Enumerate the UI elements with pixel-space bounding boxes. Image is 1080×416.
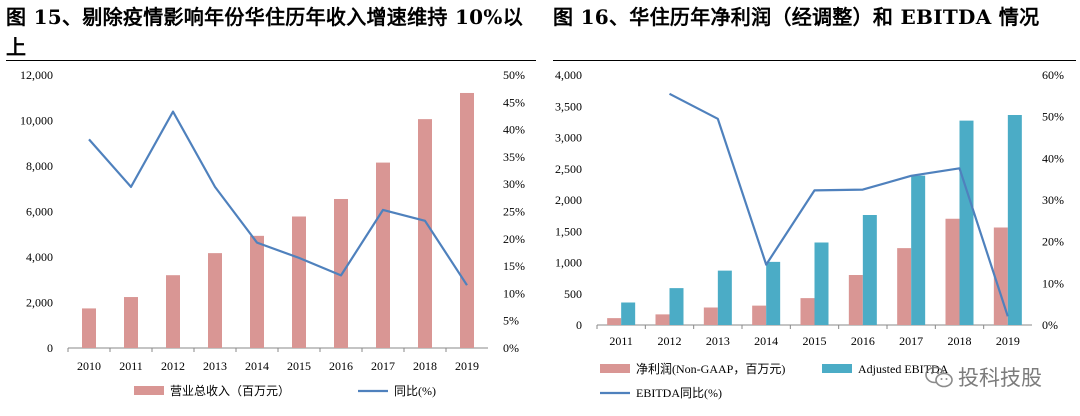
x-axis-tick-label: 2016 (329, 359, 353, 373)
x-axis-tick-label: 2012 (658, 334, 682, 348)
x-axis-tick-label: 2012 (161, 359, 185, 373)
x-axis-tick-label: 2014 (245, 359, 269, 373)
bar-1-1 (460, 92, 474, 348)
left-axis-tick-label: 10,000 (20, 114, 53, 128)
right-axis-tick-label: 60% (1042, 68, 1064, 82)
title-rule-left (6, 60, 536, 61)
bar-2-1 (945, 218, 960, 325)
bar-1-1 (124, 297, 138, 348)
legend-label: 净利润(Non-GAAP，百万元) (636, 362, 785, 376)
figure-16-title: 图 16、华住历年净利润（经调整）和 EBITDA 情况 (553, 5, 1040, 29)
left-axis-tick-label: 2,000 (26, 296, 53, 310)
bar-2-1 (897, 248, 912, 325)
x-axis-tick-label: 2011 (609, 334, 633, 348)
x-axis-tick-label: 2017 (371, 359, 395, 373)
left-axis-tick-label: 4,000 (26, 250, 53, 264)
left-axis-tick-label: 12,000 (20, 68, 53, 82)
bar-2-2 (814, 242, 829, 325)
right-axis-tick-label: 5% (503, 314, 519, 328)
bar-2-2 (766, 261, 781, 325)
bar-1-1 (250, 235, 264, 348)
right-axis-tick-label: 10% (503, 286, 525, 300)
legend-swatch (134, 386, 164, 395)
left-axis-tick-label: 8,000 (26, 159, 53, 173)
x-axis-tick-label: 2018 (413, 359, 437, 373)
right-axis-tick-label: 0% (1042, 318, 1058, 332)
bar-1-1 (82, 308, 96, 348)
legend-swatch (600, 364, 630, 373)
x-axis-tick-label: 2011 (119, 359, 143, 373)
x-axis-tick-label: 2013 (706, 334, 730, 348)
right-axis-tick-label: 0% (503, 341, 519, 355)
growth-line-2 (668, 92, 1009, 317)
bar-1-1 (166, 275, 180, 348)
left-axis-tick-label: 500 (564, 287, 582, 301)
right-axis-tick-label: 15% (503, 259, 525, 273)
legend-label: EBITDA同比(%) (636, 386, 722, 400)
bar-1-1 (208, 253, 222, 348)
right-axis-tick-label: 50% (1042, 110, 1064, 124)
watermark: 投科技股 (924, 362, 1042, 392)
figure-15-title: 图 15、剔除疫情影响年份华住历年收入增速维持 10%以上 (6, 5, 523, 59)
bar-2-2 (959, 120, 974, 325)
bar-1-1 (376, 162, 390, 348)
bar-2-1 (703, 307, 718, 325)
bar-2-1 (752, 305, 767, 325)
bar-2-1 (848, 275, 863, 325)
bar-2-2 (911, 175, 926, 325)
watermark-text: 投科技股 (958, 366, 1042, 390)
right-axis-tick-label: 45% (503, 95, 525, 109)
title-rule-right (553, 60, 1076, 61)
right-axis-tick-label: 30% (1042, 193, 1064, 207)
bar-2-1 (800, 298, 815, 325)
x-axis-tick-label: 2015 (287, 359, 311, 373)
left-axis-tick-label: 0 (576, 318, 582, 332)
legend-label: 营业总收入（百万元） (170, 384, 290, 398)
legend-label: 同比(%) (394, 384, 436, 398)
left-axis-tick-label: 0 (47, 341, 53, 355)
x-axis-tick-label: 2016 (851, 334, 875, 348)
left-axis-tick-label: 1,000 (555, 256, 582, 270)
growth-line-1 (88, 110, 468, 286)
bar-2-1 (607, 318, 622, 325)
right-axis-tick-label: 40% (1042, 151, 1064, 165)
x-axis-tick-label: 2015 (803, 334, 827, 348)
x-axis-tick-label: 2017 (899, 334, 923, 348)
x-axis-tick-label: 2013 (203, 359, 227, 373)
x-axis-tick-label: 2019 (996, 334, 1020, 348)
left-axis-tick-label: 3,500 (555, 99, 582, 113)
left-axis-tick-label: 1,500 (555, 224, 582, 238)
left-axis-tick-label: 4,000 (555, 68, 582, 82)
bar-2-1 (993, 227, 1008, 325)
bar-1-1 (418, 119, 432, 348)
right-axis-tick-label: 10% (1042, 276, 1064, 290)
left-axis-tick-label: 6,000 (26, 205, 53, 219)
bar-2-2 (621, 302, 636, 325)
bar-2-2 (669, 288, 684, 325)
bar-2-1 (655, 314, 670, 325)
left-axis-tick-label: 2,000 (555, 193, 582, 207)
bar-2-2 (1007, 115, 1022, 325)
x-axis-tick-label: 2014 (754, 334, 778, 348)
bar-1-1 (292, 216, 306, 348)
right-axis-tick-label: 35% (503, 150, 525, 164)
right-axis-tick-label: 40% (503, 123, 525, 137)
x-axis-tick-label: 2010 (77, 359, 101, 373)
right-axis-tick-label: 20% (1042, 235, 1064, 249)
right-axis-tick-label: 50% (503, 68, 525, 82)
wechat-icon (925, 366, 953, 388)
left-axis-tick-label: 2,500 (555, 162, 582, 176)
x-axis-tick-label: 2018 (948, 334, 972, 348)
bar-2-2 (717, 270, 732, 325)
right-axis-tick-label: 25% (503, 205, 525, 219)
right-axis-tick-label: 20% (503, 232, 525, 246)
x-axis-tick-label: 2019 (455, 359, 479, 373)
left-axis-tick-label: 3,000 (555, 131, 582, 145)
legend-swatch (822, 364, 852, 373)
right-axis-tick-label: 30% (503, 177, 525, 191)
bar-2-2 (862, 215, 877, 325)
